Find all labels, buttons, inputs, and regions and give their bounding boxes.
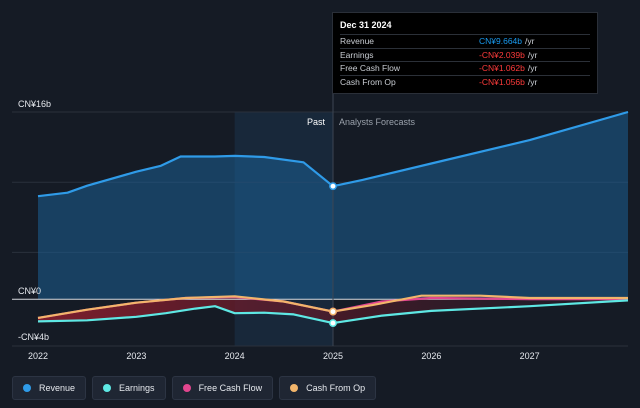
tooltip-unit: /yr	[525, 36, 535, 46]
y-tick-label: CN¥16b	[18, 99, 51, 109]
x-tick-label: 2023	[126, 351, 146, 361]
legend-dot-icon	[103, 384, 112, 392]
tooltip-value: -CN¥1.056b	[479, 76, 525, 87]
tooltip-unit: /yr	[527, 76, 538, 87]
tooltip-unit: /yr	[527, 63, 538, 73]
tooltip-row-earnings: Earnings -CN¥2.039b /yr	[340, 47, 590, 62]
y-tick-label: -CN¥4b	[18, 332, 49, 342]
tooltip-row-cash-from-op: Cash From Op -CN¥1.056b /yr	[340, 74, 590, 89]
x-tick-label: 2025	[323, 351, 343, 361]
tooltip-row-revenue: Revenue CN¥9.664b /yr	[340, 34, 590, 48]
tooltip-row-free-cash-flow: Free Cash Flow -CN¥1.062b /yr	[340, 61, 590, 75]
tooltip-label: Earnings	[340, 49, 374, 60]
y-tick-label: CN¥0	[18, 286, 41, 296]
legend-dot-icon	[182, 384, 191, 392]
x-tick-label: 2024	[225, 351, 245, 361]
legend-item-revenue[interactable]: Revenue	[12, 376, 87, 400]
series-marker-cash-from-op	[329, 307, 337, 316]
tooltip-value: -CN¥1.062b	[479, 63, 525, 73]
forecast-label: Analysts Forecasts	[339, 117, 416, 127]
series-line-revenue	[37, 110, 629, 198]
legend-label: Cash From Op	[306, 383, 366, 393]
legend-item-free-cash-flow[interactable]: Free Cash Flow	[171, 376, 274, 400]
x-tick-label: 2027	[520, 351, 540, 361]
x-tick-label: 2026	[421, 351, 441, 361]
legend-label: Revenue	[39, 383, 76, 393]
legend: Revenue Earnings Free Cash Flow Cash Fro…	[12, 376, 377, 400]
x-tick-label: 2022	[28, 351, 48, 361]
series-marker-revenue	[329, 182, 337, 191]
tooltip-unit: /yr	[527, 49, 538, 60]
tooltip-date: Dec 31 2024	[340, 20, 392, 30]
legend-item-cash-from-op[interactable]: Cash From Op	[279, 376, 377, 400]
tooltip-value: -CN¥2.039b	[479, 49, 525, 60]
series-line-earnings	[37, 299, 629, 325]
legend-dot-icon	[23, 384, 31, 392]
past-label: Past	[307, 117, 326, 127]
legend-label: Earnings	[119, 383, 155, 393]
tooltip: Dec 31 2024 Revenue CN¥9.664b /yr Earnin…	[332, 12, 598, 94]
series-marker-earnings	[329, 319, 337, 328]
legend-dot-icon	[290, 384, 299, 392]
tooltip-value: CN¥9.664b	[479, 36, 523, 46]
negative-area	[38, 296, 628, 324]
tooltip-label: Revenue	[340, 36, 375, 46]
series-line-cash-from-op	[37, 294, 628, 319]
tooltip-label: Cash From Op	[340, 76, 396, 87]
legend-item-earnings[interactable]: Earnings	[92, 376, 166, 400]
tooltip-label: Free Cash Flow	[340, 63, 400, 73]
legend-label: Free Cash Flow	[198, 383, 263, 393]
